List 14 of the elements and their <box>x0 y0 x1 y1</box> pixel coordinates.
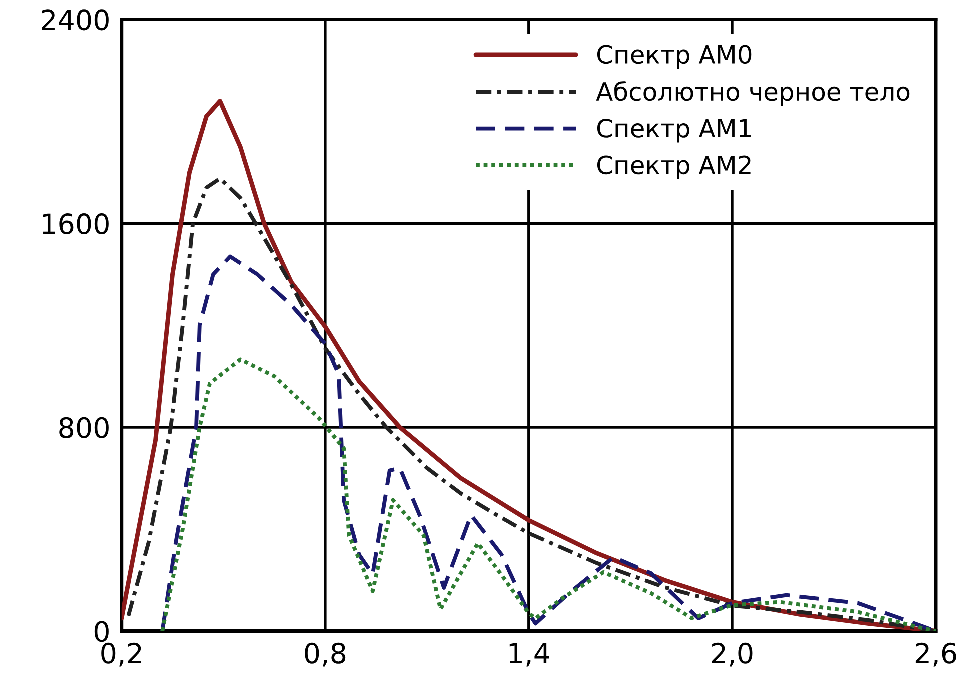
x-tick-label: 2,6 <box>916 642 956 667</box>
y-tick-label: 800 <box>60 417 109 438</box>
legend-label: Спектр AM0 <box>597 45 752 69</box>
legend-label: Спектр AM2 <box>597 156 751 180</box>
line-series <box>160 358 936 632</box>
x-tick-label: 1,4 <box>510 643 550 667</box>
x-tick-label: 0,8 <box>305 642 346 667</box>
legend-label: Спектр AM1 <box>597 119 751 143</box>
y-tick-label: 0 <box>94 621 109 642</box>
legend-label: Абсолютно черное тело <box>596 81 910 106</box>
y-tick-label: 1600 <box>43 214 109 235</box>
x-tick-label: 0,2 <box>102 642 142 667</box>
x-tick-label: 2,0 <box>712 642 753 667</box>
y-tick-label: 2400 <box>42 10 109 31</box>
